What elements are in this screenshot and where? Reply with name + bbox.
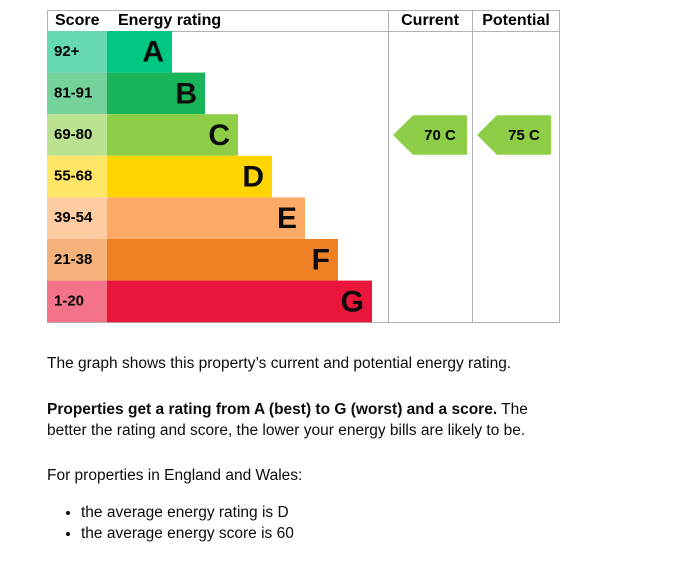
bullet: the average energy rating is D — [81, 502, 294, 523]
score-cell — [47, 239, 107, 281]
rating-letter: A — [142, 36, 164, 69]
rating-bar — [107, 197, 305, 239]
score-cell — [47, 280, 107, 323]
rating-letter: D — [242, 161, 264, 194]
bullet: the average energy score is 60 — [81, 523, 294, 544]
rating-letter: C — [208, 119, 230, 152]
epc-chart: Score Energy rating Current Potential 92… — [47, 10, 560, 323]
header-rating: Energy rating — [118, 12, 221, 29]
rating-bar — [107, 155, 272, 198]
paragraph: The graph shows this property’s current … — [47, 355, 512, 372]
rating-letter: G — [341, 285, 364, 318]
potential-arrow — [477, 115, 551, 155]
rating-letter: B — [175, 77, 197, 110]
paragraph: Properties get a rating from A (best) to… — [47, 399, 567, 441]
paragraph: For properties in England and Wales: — [47, 467, 303, 484]
score-cell — [47, 197, 107, 239]
score-cell — [47, 31, 107, 73]
header-current: Current — [401, 12, 459, 29]
rating-letter: E — [277, 202, 297, 235]
score-cell — [47, 155, 107, 198]
score-cell — [47, 114, 107, 156]
score-label: 1-20 — [54, 292, 84, 309]
rating-bar — [107, 31, 172, 73]
score-label: 55-68 — [54, 168, 92, 185]
score-label: 21-38 — [54, 251, 92, 268]
score-cell — [47, 72, 107, 115]
score-label: 39-54 — [54, 209, 93, 226]
potential-label: 75 C — [508, 127, 540, 144]
bullet-list: the average energy rating is D the avera… — [47, 502, 294, 544]
header-score: Score — [55, 12, 100, 29]
bold-text: Properties get a rating from A (best) to… — [47, 401, 498, 418]
header-potential: Potential — [482, 12, 550, 29]
score-label: 81-91 — [54, 84, 92, 101]
current-label: 70 C — [424, 127, 456, 144]
rating-bar — [107, 72, 205, 115]
rating-bar — [107, 280, 372, 323]
rating-bar — [107, 239, 338, 281]
rating-letter: F — [312, 244, 330, 277]
rating-bar — [107, 114, 238, 156]
score-label: 92+ — [54, 43, 80, 60]
text: The better the rating and score, the low… — [47, 401, 528, 439]
score-label: 69-80 — [54, 126, 92, 143]
current-arrow — [393, 115, 467, 155]
